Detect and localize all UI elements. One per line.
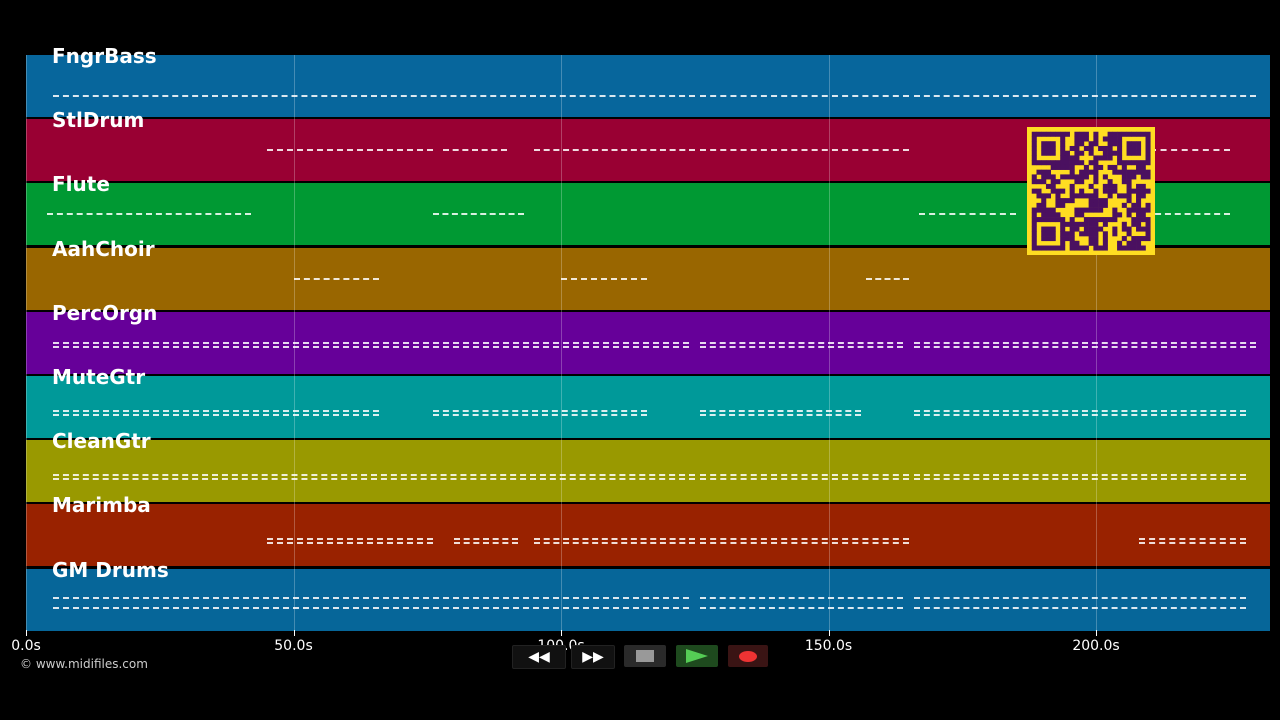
note-segment (432, 414, 647, 416)
grid-line (828, 55, 830, 630)
record-button[interactable] (728, 645, 768, 667)
note-segment (1149, 149, 1230, 152)
play-icon (686, 649, 708, 663)
track-name: CleanGtr (52, 429, 151, 454)
note-segment (534, 542, 695, 545)
note-segment (914, 606, 1246, 609)
track-name: Marimba (52, 493, 151, 518)
note-segment (700, 596, 904, 599)
note-segment (914, 410, 1246, 412)
note-segment (52, 474, 695, 477)
axis-tick-label: 0.0s (11, 638, 41, 654)
note-segment (700, 345, 904, 348)
axis-tick (293, 630, 295, 636)
note-segment (865, 277, 909, 280)
note-segment (561, 277, 647, 280)
note-segment (700, 478, 909, 481)
axis-tick-label: 150.0s (804, 638, 853, 654)
note-segment (914, 345, 1257, 348)
note-segment (700, 341, 904, 344)
note-segment (52, 341, 690, 344)
track-lane (26, 247, 1270, 310)
note-segment (52, 596, 690, 599)
note-segment (52, 414, 380, 416)
note-segment (266, 538, 433, 541)
note-segment (454, 542, 519, 545)
qr-code-pattern (1031, 131, 1151, 251)
note-segment (700, 149, 909, 152)
note-segment (914, 414, 1246, 416)
grid-line (293, 55, 295, 630)
axis-tick (1096, 630, 1097, 636)
track-name: Flute (52, 172, 110, 197)
note-segment (919, 213, 1016, 216)
grid-line (561, 55, 562, 630)
play-button[interactable] (676, 645, 718, 667)
track-name: StlDrum (52, 108, 145, 133)
grid-line (1096, 55, 1097, 630)
stop-button[interactable] (624, 645, 666, 667)
note-segment (700, 95, 909, 97)
note-segment (52, 478, 695, 481)
track-lane (26, 568, 1270, 631)
track-lane (26, 55, 1270, 117)
note-segment (700, 410, 861, 412)
note-segment (52, 95, 695, 97)
note-segment (432, 410, 647, 412)
track-name: MuteGtr (52, 365, 146, 389)
track-lane (26, 440, 1270, 503)
track-lane (26, 311, 1270, 374)
note-segment (52, 345, 690, 348)
rewind-button[interactable]: ◀◀ (512, 645, 566, 669)
note-segment (293, 277, 380, 280)
note-segment (1096, 213, 1230, 216)
note-segment (700, 414, 861, 416)
qr-code (1027, 127, 1155, 255)
copyright: © www.midifiles.com (20, 657, 148, 671)
track-name: FngrBass (52, 44, 157, 68)
track-lane (26, 504, 1270, 567)
note-segment (1138, 538, 1246, 541)
note-segment (47, 213, 251, 216)
note-segment (914, 596, 1246, 599)
note-segment (443, 149, 508, 152)
note-segment (534, 538, 695, 541)
axis-tick (26, 630, 27, 636)
track-name: AahChoir (52, 236, 155, 261)
grid-line (26, 55, 27, 630)
track-name: PercOrgn (52, 300, 158, 325)
note-segment (432, 213, 524, 216)
axis-tick (828, 630, 830, 636)
note-segment (700, 538, 909, 541)
note-segment (700, 606, 904, 609)
note-segment (914, 474, 1246, 477)
note-segment (1138, 542, 1246, 545)
note-segment (700, 474, 909, 477)
note-segment (52, 410, 380, 412)
note-segment (914, 478, 1246, 481)
record-icon (739, 650, 757, 662)
note-segment (914, 95, 1257, 97)
note-segment (266, 542, 433, 545)
note-segment (534, 149, 695, 152)
track-name: GM Drums (52, 557, 169, 582)
axis-tick (561, 630, 562, 636)
fast-forward-button[interactable]: ▶▶ (571, 645, 615, 669)
note-segment (454, 538, 519, 541)
track-lane (26, 376, 1270, 438)
stop-icon (636, 650, 654, 662)
axis-tick-label: 200.0s (1072, 638, 1120, 654)
note-segment (700, 542, 909, 545)
note-segment (266, 149, 433, 152)
note-segment (52, 606, 690, 609)
axis-tick-label: 50.0s (274, 638, 313, 654)
note-segment (914, 341, 1257, 344)
